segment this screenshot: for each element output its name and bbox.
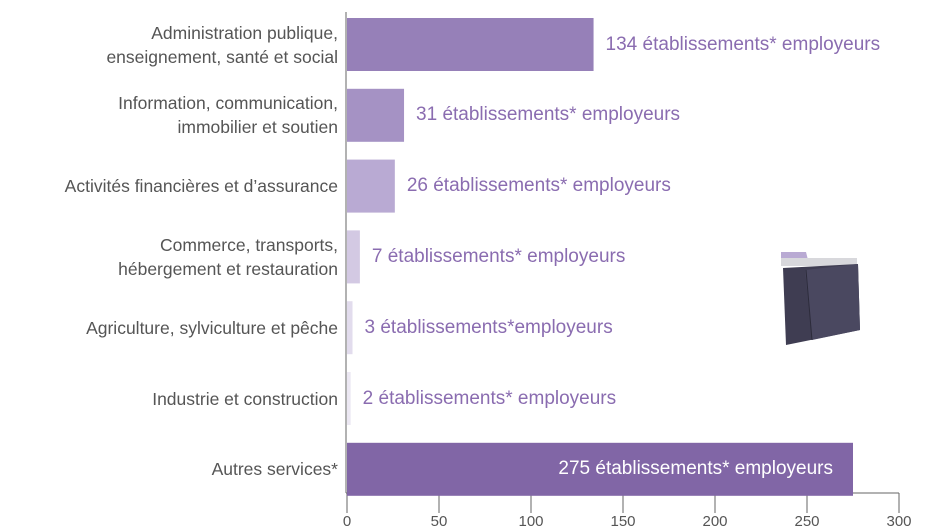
category-label: Autres services*: [211, 459, 338, 480]
value-label: 134 établissements* employeurs: [605, 33, 881, 55]
category-label: Information, communication, immobilier e…: [118, 93, 338, 138]
x-tick-label: 150: [610, 513, 635, 530]
bar: [347, 230, 360, 284]
bar: [347, 442, 853, 496]
bar: [347, 18, 594, 71]
value-label: 26 établissements* employeurs: [406, 175, 671, 197]
x-tick-label: 0: [343, 513, 351, 530]
category-label: Activités financières et d’assurance: [64, 176, 338, 197]
category-label: Industrie et construction: [152, 388, 338, 409]
bar: [347, 159, 395, 213]
x-tick-label: 200: [702, 513, 727, 530]
category-label: Agriculture, sylviculture et pêche: [86, 317, 338, 338]
bar: [347, 372, 351, 425]
value-label: 2 établissements* employeurs: [362, 387, 617, 409]
value-label: 7 établissements* employeurs: [371, 245, 626, 267]
category-label: Commerce, transports, hébergement et res…: [118, 234, 338, 279]
value-label: 275 établissements* employeurs: [558, 458, 833, 480]
value-label: 3 établissements*employeurs: [364, 316, 613, 338]
x-tick-label: 100: [518, 513, 543, 530]
x-tick-label: 50: [431, 513, 448, 530]
category-label: Administration publique, enseignement, s…: [106, 22, 338, 67]
bar: [347, 88, 405, 142]
bar: [347, 301, 353, 355]
x-tick-label: 250: [794, 513, 819, 530]
value-label: 31 établissements* employeurs: [416, 104, 681, 126]
folder-icon: [781, 252, 860, 345]
x-tick-label: 300: [886, 513, 911, 530]
